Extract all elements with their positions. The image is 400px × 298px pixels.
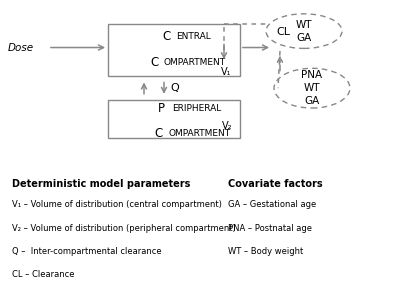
- Text: C: C: [154, 127, 162, 139]
- Text: Dose: Dose: [8, 43, 34, 52]
- Text: V₂: V₂: [222, 121, 232, 131]
- Text: PNA – Postnatal age: PNA – Postnatal age: [228, 224, 312, 232]
- Text: Deterministic model parameters: Deterministic model parameters: [12, 179, 190, 189]
- Text: Covariate factors: Covariate factors: [228, 179, 323, 189]
- Text: P: P: [158, 103, 165, 115]
- Text: WT
GA: WT GA: [296, 19, 312, 43]
- Ellipse shape: [274, 68, 350, 108]
- Text: V₁: V₁: [221, 67, 231, 77]
- Text: OMPARTMENT: OMPARTMENT: [164, 58, 226, 67]
- Text: GA – Gestational age: GA – Gestational age: [228, 200, 316, 209]
- Text: C: C: [150, 56, 158, 69]
- Text: C: C: [162, 30, 170, 43]
- Text: ERIPHERAL: ERIPHERAL: [172, 104, 221, 114]
- Text: V₁ – Volume of distribution (central compartment): V₁ – Volume of distribution (central com…: [12, 200, 222, 209]
- Text: WT – Body weight: WT – Body weight: [228, 247, 303, 256]
- Text: CL – Clearance: CL – Clearance: [12, 270, 74, 279]
- Bar: [108, 100, 240, 138]
- Text: V₂ – Volume of distribution (peripheral compartment): V₂ – Volume of distribution (peripheral …: [12, 224, 236, 232]
- Text: OMPARTMENT: OMPARTMENT: [168, 128, 230, 138]
- Text: ENTRAL: ENTRAL: [176, 32, 211, 41]
- Ellipse shape: [266, 14, 342, 48]
- Text: Q: Q: [170, 83, 179, 93]
- Text: PNA
WT
GA: PNA WT GA: [302, 70, 322, 106]
- Bar: [108, 24, 240, 76]
- Text: CL: CL: [276, 27, 290, 37]
- Text: Q –  Inter-compartmental clearance: Q – Inter-compartmental clearance: [12, 247, 162, 256]
